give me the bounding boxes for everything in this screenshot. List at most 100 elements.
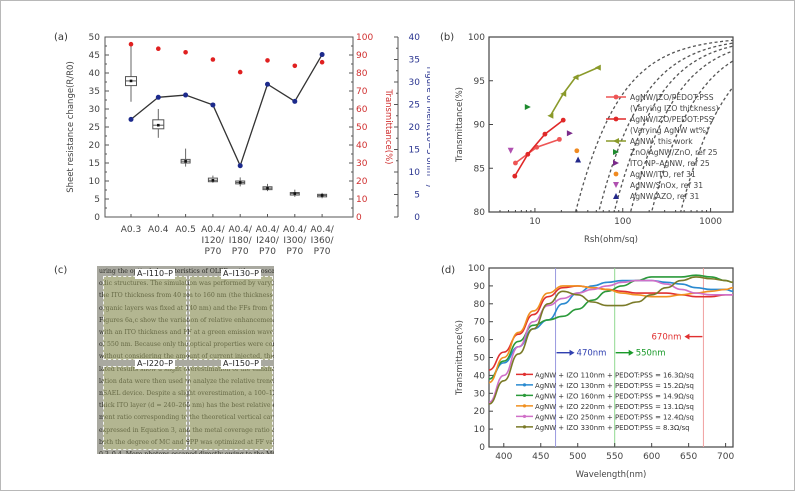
legend-marker bbox=[522, 372, 527, 376]
y-axis-tick-label: 85 bbox=[474, 164, 485, 174]
legend-marker bbox=[613, 94, 619, 100]
x-axis-tick-label: 550 bbox=[606, 452, 623, 462]
legend-marker bbox=[613, 149, 619, 155]
y-axis-tick-label: 50 bbox=[474, 354, 486, 364]
series-point bbox=[557, 136, 562, 142]
x-axis-tick-label: 700 bbox=[717, 452, 734, 462]
x-axis-tick-label: 650 bbox=[680, 452, 697, 462]
box-mean-marker bbox=[184, 159, 187, 163]
legend-entry-text: AgNW + IZO 250nm + PEDOT:PSS = 12.4Ω/sq bbox=[535, 413, 694, 421]
x-axis-tick-label-line: I240/ bbox=[256, 236, 280, 246]
legend-entry-text: ZnO/AgNW/ZnO, ref 25 bbox=[630, 148, 718, 157]
y-axis-tick-label: 80 bbox=[474, 208, 486, 218]
series-point bbox=[525, 151, 531, 157]
x-axis-tick-label: A0.5 bbox=[175, 225, 195, 235]
x-axis-tick-label-line: P70 bbox=[286, 247, 303, 255]
transmittance-point bbox=[237, 69, 243, 75]
y-axis-title: Transmittance(%) bbox=[455, 87, 465, 163]
x-axis-tick-label-line: I120/ bbox=[201, 236, 225, 246]
x-axis-tick-label-line: A0.4/ bbox=[310, 225, 334, 235]
spectrum-line bbox=[488, 274, 734, 380]
x-axis-tick-label-line: I300/ bbox=[283, 236, 307, 246]
legend-entry-text: AgNW/ITO, ref 31 bbox=[630, 170, 696, 179]
series-point bbox=[560, 117, 566, 123]
legend-marker bbox=[613, 171, 619, 177]
right1-axis-tick-label: 60 bbox=[356, 105, 368, 115]
legend-entry-text: AgNW, this work bbox=[630, 137, 693, 146]
x-axis-tick-label: A0.4 bbox=[148, 225, 169, 235]
y-axis-tick-label: 80 bbox=[474, 300, 486, 310]
right1-axis-tick-label: 90 bbox=[356, 51, 368, 61]
x-axis-tick-label-line: A0.4 bbox=[148, 225, 169, 235]
sample-tile-label: A–I150–P bbox=[221, 359, 261, 369]
legend-entry-text: AgNW + IZO 160nm + PEDOT:PSS = 14.9Ω/sq bbox=[535, 392, 694, 400]
right2-axis-tick-label: 35 bbox=[409, 56, 420, 66]
x-axis-tick-label-line: A0.5 bbox=[175, 225, 195, 235]
legend-marker bbox=[522, 414, 527, 418]
box-mean-marker bbox=[129, 79, 133, 83]
sample-tile-label: A–I130–P bbox=[221, 269, 261, 279]
right1-axis-tick-label: 40 bbox=[356, 141, 368, 151]
panel-b-chart: (b) 80 85 90 95 100 Transmittance(%) 10 100 1000 R… bbox=[440, 32, 734, 245]
series-point bbox=[575, 156, 582, 163]
y-axis-tick-label: 100 bbox=[468, 33, 485, 43]
x-axis-tick-label-line: P70 bbox=[259, 247, 276, 255]
y-axis-tick-label: 20 bbox=[474, 407, 486, 417]
right2-axis-tick-label: 0 bbox=[414, 213, 420, 223]
right1-axis-tick-label: 10 bbox=[356, 195, 368, 205]
y-axis-tick-label: 0 bbox=[479, 443, 485, 453]
box-mean-marker bbox=[266, 186, 269, 190]
panel-b-plot-frame bbox=[488, 36, 734, 213]
box-mean-marker bbox=[211, 178, 215, 182]
transmittance-point bbox=[292, 63, 298, 69]
wavelength-marker-label: 670nm bbox=[652, 333, 682, 343]
series-point bbox=[542, 131, 548, 137]
right1-axis-tick-label: 70 bbox=[356, 87, 368, 97]
right1-axis-tick-label: 100 bbox=[356, 33, 373, 43]
right1-axis-tick-label: 50 bbox=[356, 123, 368, 133]
legend-entry-text: AgNW + IZO 220nm + PEDOT:PSS = 13.1Ω/sq bbox=[535, 403, 694, 411]
spectrum-line bbox=[488, 285, 733, 371]
x-axis-tick-label-line: A0.4/ bbox=[256, 225, 280, 235]
transmittance-point bbox=[183, 50, 188, 55]
x-axis-tick-label: A0.4/I120/P70 bbox=[201, 225, 225, 255]
photo-text-line: 0.3–0.4. More photons escaped directly o… bbox=[99, 449, 274, 454]
panel-d-label: (d) bbox=[441, 265, 455, 276]
series-point bbox=[524, 104, 531, 110]
left-axis-tick-label: 35 bbox=[89, 87, 100, 97]
x-axis-tick-label: 450 bbox=[532, 452, 549, 462]
arrowhead-left-icon bbox=[684, 333, 690, 340]
box-mean-marker bbox=[320, 194, 324, 197]
x-axis-tick-label-line: A0.4/ bbox=[283, 225, 307, 235]
right1-axis-tick-label: 30 bbox=[356, 159, 368, 169]
left-axis-title: Sheet resistance change(R/R0) bbox=[66, 61, 76, 193]
left-axis-tick-label: 25 bbox=[89, 123, 100, 133]
transmittance-point bbox=[319, 59, 325, 65]
sample-tile bbox=[103, 366, 187, 450]
left-axis-tick-label: 45 bbox=[89, 51, 100, 61]
series-point bbox=[566, 130, 573, 137]
right2-axis-tick-label: 30 bbox=[409, 78, 421, 88]
left-axis-tick-label: 40 bbox=[89, 69, 101, 79]
spectrum-line bbox=[488, 279, 733, 404]
fom-reference-curve bbox=[629, 50, 733, 212]
fom-point bbox=[319, 52, 325, 58]
x-axis-tick-label: 600 bbox=[643, 452, 660, 462]
x-axis-tick-label-line: P70 bbox=[314, 247, 331, 255]
legend-marker bbox=[613, 160, 619, 166]
left-axis-tick-label: 0 bbox=[94, 213, 100, 223]
x-axis-tick-label-line: A0.4/ bbox=[201, 225, 225, 235]
right2-axis-tick-label: 5 bbox=[414, 191, 420, 201]
box-mean-marker bbox=[293, 192, 297, 195]
x-axis-tick-label-line: P70 bbox=[232, 247, 249, 255]
y-axis-tick-label: 60 bbox=[474, 336, 486, 346]
sample-tile bbox=[189, 366, 273, 450]
right1-axis-tick-label: 20 bbox=[356, 177, 368, 187]
transmittance-point bbox=[156, 46, 161, 51]
legend-entry-text: ITO NP–AgNW, ref 25 bbox=[630, 159, 710, 168]
fom-point bbox=[210, 102, 216, 108]
x-axis-title: Wavelength(nm) bbox=[576, 470, 647, 480]
legend-entry-text: AgNW + IZO 110nm + PEDOT:PSS = 16.3Ω/sq bbox=[535, 371, 694, 379]
transmittance-point bbox=[128, 41, 134, 47]
legend-marker bbox=[613, 182, 619, 188]
